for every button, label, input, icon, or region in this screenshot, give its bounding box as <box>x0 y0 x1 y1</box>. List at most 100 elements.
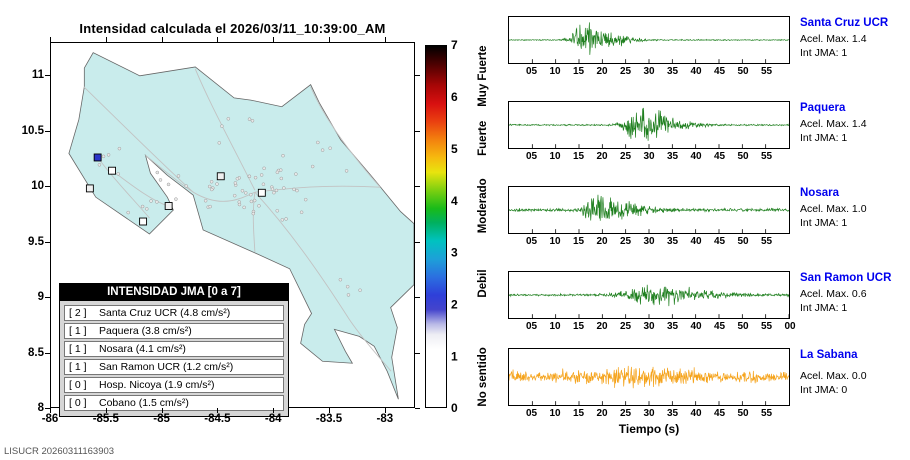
intensity-jma-santa-cruz-ucr: Int JMA: 1 <box>800 47 848 59</box>
town-dot <box>279 176 284 181</box>
time-tick-label: 15 <box>572 151 585 162</box>
town-dot <box>282 186 286 190</box>
time-tick-label: 30 <box>643 236 655 247</box>
trace-san-ramon-ucr <box>509 284 789 307</box>
y-tick-mark <box>415 297 420 298</box>
station-name-paquera: Paquera <box>800 102 846 114</box>
x-tick-mark <box>329 408 330 413</box>
time-tick-label: 30 <box>643 66 655 77</box>
town-dot <box>97 163 102 167</box>
colorbar-label-muy-fuerte: Muy Fuerte <box>477 45 489 106</box>
time-tick-label: 05 <box>525 321 538 332</box>
time-tick-label: 15 <box>572 408 585 419</box>
station-markers <box>85 153 266 226</box>
time-tick-label: 10 <box>549 408 561 419</box>
time-tick-label: 35 <box>666 408 679 419</box>
time-tick-label: 40 <box>690 321 702 332</box>
time-tick-label: 45 <box>713 321 726 332</box>
trace-paquera <box>509 107 789 141</box>
y-tick-label: 8 <box>37 402 44 414</box>
town-dot <box>328 146 332 150</box>
legend-intensity-value: [ 1 ] <box>69 325 87 337</box>
map-title: Intensidad calculada el 2026/03/11_10:39… <box>79 21 386 36</box>
x-tick-mark <box>273 408 275 413</box>
x-tick-label: -86 <box>41 413 59 425</box>
time-tick-label: 45 <box>713 408 726 419</box>
station-marker-san-ramon-ucr <box>216 172 225 181</box>
town-dot <box>274 188 279 193</box>
station-marker-la-sabana <box>257 188 266 197</box>
town-dot <box>166 182 171 187</box>
colorbar-label-moderado: Moderado <box>477 178 489 233</box>
town-dot <box>275 170 280 175</box>
time-ticks-paquera: 05 10 15 20 25 30 35 40 45 50 55 <box>508 151 798 163</box>
time-tick-label: 50 <box>737 321 749 332</box>
legend-intensity-value: [ 1 ] <box>69 361 87 373</box>
town-dot <box>117 146 122 151</box>
time-tick-label: 50 <box>737 151 749 162</box>
town-dot <box>294 172 298 176</box>
time-tick-label: 40 <box>690 408 702 419</box>
station-name-san-ramon-ucr: San Ramon UCR <box>800 272 892 284</box>
waveform-santa-cruz-ucr <box>509 22 789 63</box>
station-marker-paquera <box>164 202 173 210</box>
trace-la-sabana <box>509 365 789 389</box>
station-name-nosara: Nosara <box>800 187 839 199</box>
town-dot <box>261 182 266 186</box>
time-tick-label: 15 <box>572 66 585 77</box>
y-tick-mark <box>45 75 50 76</box>
colorbar-tick-7: 7 <box>451 38 458 52</box>
time-tick-label: 55 <box>760 151 773 162</box>
town-dot <box>220 124 224 128</box>
town-dot <box>243 191 248 195</box>
legend-intensity-value: [ 1 ] <box>69 343 87 355</box>
seismogram-paquera <box>508 101 790 149</box>
trace-santa-cruz-ucr <box>509 22 789 55</box>
town-dot <box>292 187 296 192</box>
town-dot <box>281 153 285 158</box>
time-tick-label: 20 <box>596 408 608 419</box>
town-dot <box>217 141 222 145</box>
y-tick-mark <box>415 186 420 187</box>
x-tick-mark <box>50 37 51 42</box>
time-tick-label: 35 <box>666 321 679 332</box>
town-dot <box>358 288 362 292</box>
colorbar-label-no-sentido: No sentido <box>477 347 489 406</box>
town-dot <box>158 178 163 182</box>
x-tick-mark <box>105 408 107 413</box>
intensity-jma-paquera: Int JMA: 1 <box>800 132 848 144</box>
time-tick-label: 30 <box>643 408 655 419</box>
town-dot <box>235 177 240 181</box>
time-tick-label: 45 <box>713 236 726 247</box>
colorbar-tick-6: 6 <box>451 90 458 104</box>
colorbar-label-fuerte: Fuerte <box>477 121 489 156</box>
legend-intensity-value: [ 0 ] <box>69 397 87 409</box>
legend-station-label: Hosp. Nicoya (1.9 cm/s²) <box>99 379 215 391</box>
time-tick-label: 45 <box>713 151 726 162</box>
seismogram-la-sabana <box>508 348 790 406</box>
x-tick-label: -84 <box>264 413 282 425</box>
y-tick-mark <box>415 241 420 243</box>
y-tick-label: 10.5 <box>21 124 44 137</box>
time-tick-label: 05 <box>525 236 538 247</box>
acceleration-max-san-ramon-ucr: Acel. Max. 0.6 <box>800 288 867 300</box>
time-ticks-santa-cruz-ucr: 05 10 15 20 25 30 35 40 45 50 55 <box>508 66 798 78</box>
town-dot <box>140 204 145 209</box>
seismogram-nosara <box>508 186 790 234</box>
trace-nosara <box>509 194 789 221</box>
time-tick-label: 25 <box>619 66 632 77</box>
town-dot <box>249 192 253 197</box>
x-tick-label: -84.5 <box>204 413 231 425</box>
acceleration-max-paquera: Acel. Max. 1.4 <box>800 118 867 130</box>
town-dot <box>259 173 264 177</box>
town-dot <box>272 190 276 195</box>
time-tick-label: 50 <box>737 66 749 77</box>
town-dot <box>316 140 320 145</box>
time-tick-label: 35 <box>666 66 679 77</box>
town-dot <box>126 210 130 215</box>
town-dot <box>106 153 111 157</box>
costa-rica-map <box>68 52 414 400</box>
town-dot <box>233 181 238 185</box>
colorbar-tick-0: 0 <box>451 401 458 415</box>
